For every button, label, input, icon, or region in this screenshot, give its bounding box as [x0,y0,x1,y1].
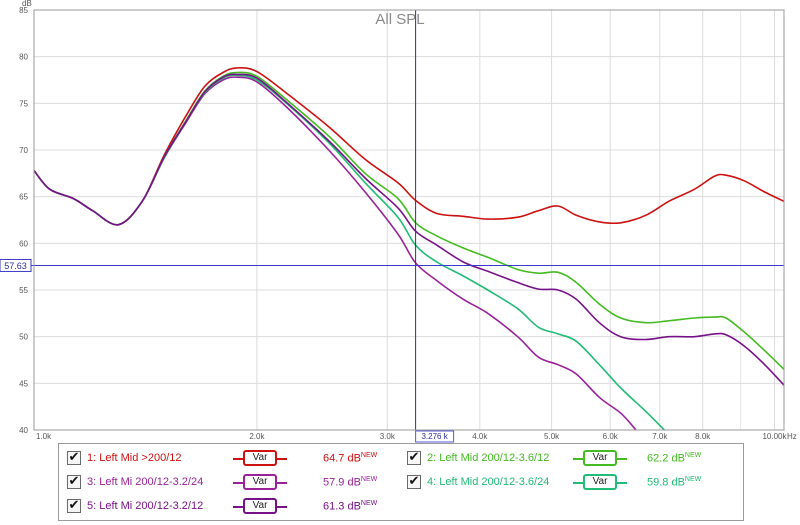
checkbox-3[interactable]: ✔ [67,475,81,489]
legend-entry-3: ✔ 3: Left Mi 200/12-3.2/24 Var 57.9 dBNE… [67,474,387,496]
y-tick-label: 60 [19,239,28,248]
y-tick-label: 45 [19,379,28,388]
y-tick-label: 55 [19,286,28,295]
var-line-left-4 [573,482,583,484]
var-button-1[interactable]: Var [243,450,277,466]
x-tick-label: 7.0k [652,432,668,441]
y-tick-label: 50 [19,333,28,342]
legend-value-5: 61.3 dBNEW [323,500,377,513]
var-line-right-4 [617,482,627,484]
legend-entry-5: ✔ 5: Left Mi 200/12-3.2/12 Var 61.3 dBNE… [67,498,387,520]
chart-title: All SPL [375,11,424,28]
legend-entry-4: ✔ 4: Left Mid 200/12-3.6/24 Var 59.8 dBN… [407,474,727,496]
var-button-2[interactable]: Var [583,450,617,466]
x-tick-label: 1.0k [36,432,52,441]
legend-value-3: 57.9 dBNEW [323,476,377,489]
y-tick-label: 40 [19,426,28,435]
cursor-x-readout: 3.276 k [421,432,448,441]
x-tick-label: 4.0k [472,432,488,441]
var-line-right-2 [617,458,627,460]
checkbox-5[interactable]: ✔ [67,499,81,513]
legend-value-1: 64.7 dBNEW [323,452,377,465]
checkbox-4[interactable]: ✔ [407,475,421,489]
y-unit-label: dB [22,0,32,8]
x-tick-label: 3.0k [380,432,396,441]
x-tick-label: 2.0k [249,432,265,441]
legend: ✔ 1: Left Mid >200/12 Var 64.7 dBNEW ✔ 2… [58,443,744,521]
spl-chart[interactable]: 57.63 3.276 k 1.0k 2.0k 3.0k 4.0k 5.0k 6.0k 7.0… [0,0,800,445]
x-tick-label: 10.00k [762,432,787,441]
y-tick-label: 70 [19,146,28,155]
var-line-left-5 [233,506,243,508]
var-button-3[interactable]: Var [243,474,277,490]
x-unit-label: Hz [787,432,797,441]
legend-value-2: 62.2 dBNEW [647,452,701,465]
checkbox-2[interactable]: ✔ [407,451,421,465]
var-line-right-5 [277,506,287,508]
legend-value-4: 59.8 dBNEW [647,476,701,489]
legend-label-4: 4: Left Mid 200/12-3.6/24 [427,476,567,488]
var-line-right-1 [277,458,287,460]
legend-entry-2: ✔ 2: Left Mid 200/12-3.6/12 Var 62.2 dBN… [407,450,727,472]
var-line-left-1 [233,458,243,460]
x-tick-label: 5.0k [544,432,560,441]
y-tick-label: 75 [19,99,28,108]
x-tick-label: 8.0k [695,432,711,441]
var-button-4[interactable]: Var [583,474,617,490]
y-tick-label: 65 [19,193,28,202]
plot-background [34,10,784,430]
legend-label-5: 5: Left Mi 200/12-3.2/12 [87,500,229,512]
var-line-left-3 [233,482,243,484]
x-tick-label: 6.0k [603,432,619,441]
legend-label-1: 1: Left Mid >200/12 [87,452,217,464]
legend-label-3: 3: Left Mi 200/12-3.2/24 [87,476,229,488]
legend-entry-1: ✔ 1: Left Mid >200/12 Var 64.7 dBNEW [67,450,387,472]
y-tick-label: 80 [19,53,28,62]
var-line-right-3 [277,482,287,484]
var-button-5[interactable]: Var [243,498,277,514]
legend-label-2: 2: Left Mid 200/12-3.6/12 [427,452,567,464]
var-line-left-2 [573,458,583,460]
cursor-y-readout: 57.63 [4,261,27,271]
checkbox-1[interactable]: ✔ [67,451,81,465]
